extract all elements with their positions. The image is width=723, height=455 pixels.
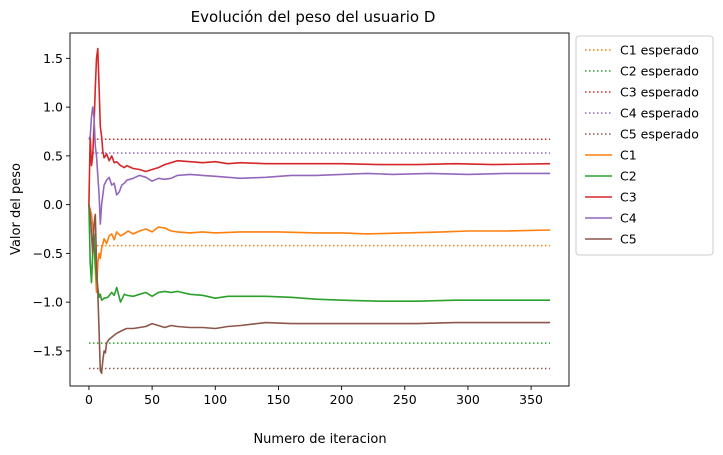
x-axis-label: Numero de iteracion [253,432,386,447]
y-axis-ticks: −1.5 −1.0 −0.5 0.0 0.5 1.0 1.5 [33,51,70,358]
y-tick-label: −1.5 [33,343,63,358]
x-tick-label: 100 [203,392,227,407]
legend: C1 esperado C2 esperado C3 esperado C4 espe… [575,35,714,256]
x-tick-label: 200 [330,392,354,407]
y-tick-label: −1.0 [33,295,63,310]
y-tick-label: 0.0 [43,197,63,212]
y-tick-label: −0.5 [33,246,63,261]
legend-label-c1: C1 [620,148,637,163]
legend-box [575,35,714,256]
plot-frame [69,32,570,387]
series-line-c5 [88,204,551,375]
legend-label-c2-esperado: C2 esperado [620,64,699,79]
x-tick-label: 50 [144,392,160,407]
legend-label-c4-esperado: C4 esperado [620,106,699,121]
chart-title: Evolución del peso del usuario D [191,8,436,26]
series-line-c2 [88,204,551,303]
x-tick-label: 0 [85,392,93,407]
legend-label-c1-esperado: C1 esperado [620,43,699,58]
x-tick-label: 300 [456,392,480,407]
series-lines-group [88,47,551,375]
plot-area [88,47,551,375]
legend-label-c3: C3 [620,190,637,205]
series-line-c3 [88,47,551,205]
x-axis-ticks: 0 50 100 150 200 250 300 350 [85,386,543,407]
y-tick-label: 0.5 [43,148,63,163]
x-tick-label: 150 [267,392,291,407]
series-line-c1 [88,204,551,294]
y-tick-label: 1.0 [43,100,63,115]
x-tick-label: 250 [393,392,417,407]
series-line-c4 [88,106,551,225]
x-tick-label: 350 [519,392,543,407]
legend-items: C1 esperado C2 esperado C3 esperado C4 espe… [585,43,699,247]
expected-lines-group [88,138,551,370]
legend-label-c5-esperado: C5 esperado [620,127,699,142]
y-tick-label: 1.5 [43,51,63,66]
legend-label-c5: C5 [620,232,637,247]
legend-label-c2: C2 [620,169,637,184]
legend-label-c4: C4 [620,211,637,226]
y-axis-label: Valor del peso [9,163,24,255]
legend-label-c3-esperado: C3 esperado [620,85,699,100]
